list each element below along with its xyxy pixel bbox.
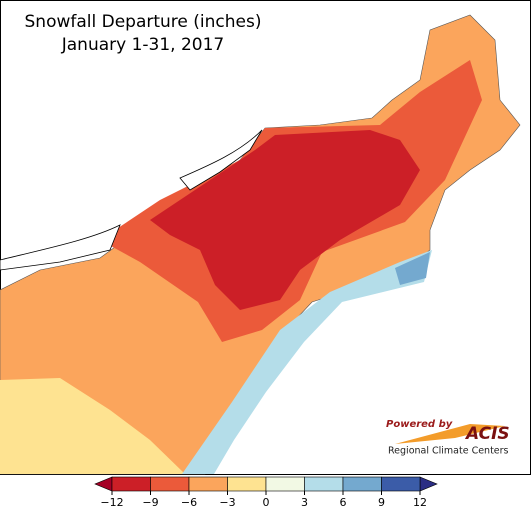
high-coast xyxy=(395,252,430,285)
very-low-snow-area xyxy=(150,130,420,310)
colorbar-tick-label: −3 xyxy=(219,496,235,509)
map-subtitle: January 1-31, 2017 xyxy=(61,35,225,55)
colorbar-tick-label: 3 xyxy=(301,496,308,509)
colorbar-tick-label: 6 xyxy=(340,496,347,509)
colorbar-tick-label: 12 xyxy=(413,496,427,509)
colorbar-tick-label: −6 xyxy=(181,496,197,509)
lake-ontario xyxy=(179,129,263,191)
logo-swoosh xyxy=(395,424,505,444)
colorbar-bin xyxy=(188,476,228,492)
colorbar-bin xyxy=(304,476,344,492)
map xyxy=(0,0,531,475)
logo-powered-by: Powered by xyxy=(386,419,453,430)
lake-erie xyxy=(0,224,121,271)
near-normal-area xyxy=(0,378,185,474)
colorbar-bin xyxy=(150,476,190,492)
map-title: Snowfall Departure (inches) xyxy=(25,12,262,32)
colorbar-tick-label: 9 xyxy=(378,496,385,509)
colorbar-tick-label: −9 xyxy=(142,496,158,509)
colorbar-bin xyxy=(381,476,421,492)
colorbar-bin xyxy=(342,476,382,492)
colorbar-tick-label: −12 xyxy=(100,496,123,509)
colorbar-arrow-low xyxy=(94,476,113,492)
colorbar-bin xyxy=(111,476,151,492)
colorbar: −12 −9 −6 −3 0 3 6 9 12 xyxy=(94,476,438,509)
colorbar-tick-label: 0 xyxy=(263,496,270,509)
logo: Powered by ACIS Regional Climate Centers xyxy=(386,419,510,457)
above-normal-coast xyxy=(182,250,432,474)
colorbar-bin xyxy=(227,476,267,492)
logo-subtitle: Regional Climate Centers xyxy=(388,446,509,457)
logo-name: ACIS xyxy=(464,424,510,444)
colorbar-arrow-high xyxy=(419,476,438,492)
colorbar-bin xyxy=(265,476,305,492)
